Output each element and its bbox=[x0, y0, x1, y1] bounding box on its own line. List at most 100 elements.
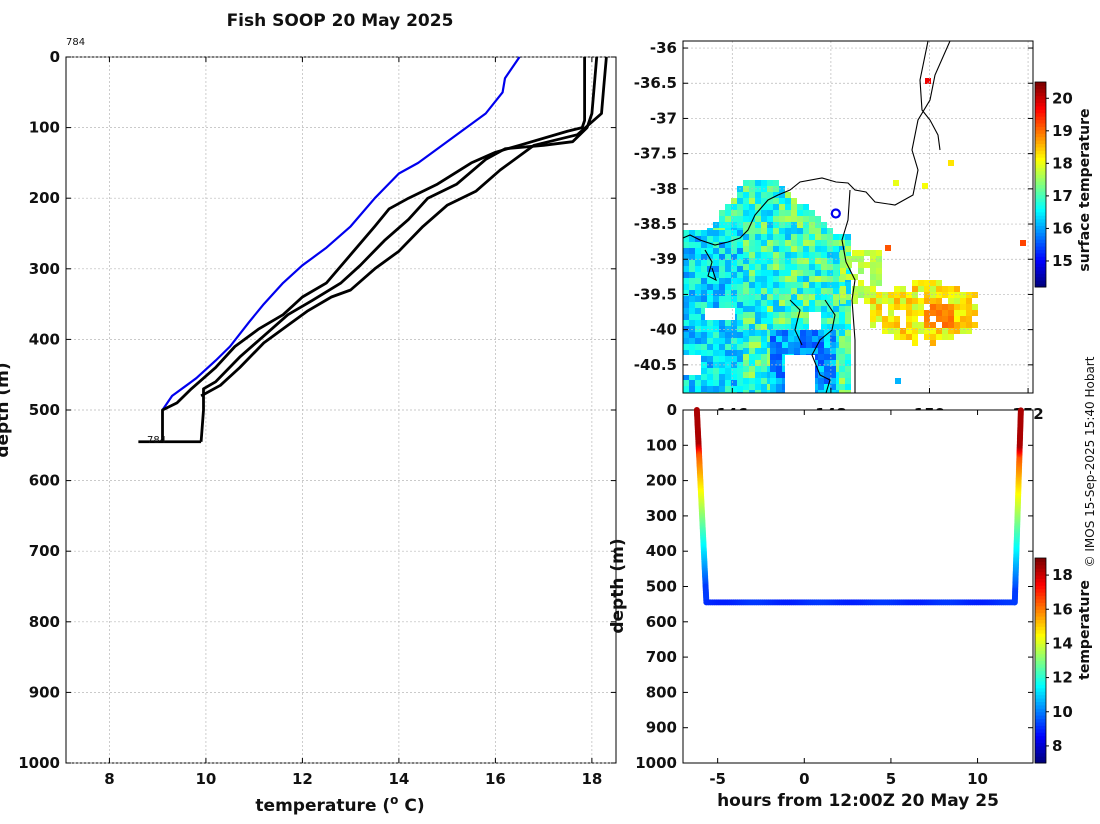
map-colorbar-segment bbox=[1035, 181, 1046, 185]
sst-cell bbox=[755, 318, 761, 324]
time-depth-colorbar-segment bbox=[1035, 742, 1046, 747]
sst-cell bbox=[707, 374, 713, 380]
sst-cell bbox=[695, 308, 701, 314]
sst-cell bbox=[876, 292, 882, 298]
time-depth-colorbar-tick-label: 14 bbox=[1052, 634, 1073, 652]
sst-cell bbox=[840, 274, 846, 280]
time-depth-colorbar-segment bbox=[1035, 585, 1046, 590]
sst-cell bbox=[785, 246, 791, 252]
sst-cell bbox=[948, 286, 954, 292]
profile-series-profile-a bbox=[161, 57, 586, 442]
sst-cell bbox=[821, 306, 827, 312]
sst-cell bbox=[761, 192, 767, 198]
sst-cell bbox=[743, 324, 749, 330]
sst-cell bbox=[743, 384, 749, 390]
sst-cell bbox=[791, 264, 797, 270]
sst-cell bbox=[689, 296, 695, 302]
sst-cell bbox=[683, 266, 689, 272]
sst-cell bbox=[761, 282, 767, 288]
sst-cell bbox=[779, 276, 785, 282]
sst-cell bbox=[749, 258, 755, 264]
sst-cell bbox=[719, 254, 725, 260]
sst-cell bbox=[770, 354, 776, 360]
sst-cell bbox=[797, 240, 803, 246]
sst-cell bbox=[776, 378, 782, 384]
sst-cell bbox=[870, 310, 876, 316]
sst-cell bbox=[707, 326, 713, 332]
sst-cell bbox=[731, 278, 737, 284]
sst-cell bbox=[779, 192, 785, 198]
sst-cell bbox=[870, 280, 876, 286]
time-depth-colorbar-segment bbox=[1035, 718, 1046, 723]
sst-cell bbox=[761, 378, 767, 384]
sst-cell bbox=[695, 338, 701, 344]
sst-cell bbox=[719, 222, 725, 228]
sst-cell bbox=[743, 342, 749, 348]
sst-cell bbox=[761, 246, 767, 252]
sst-cell bbox=[713, 302, 719, 308]
sst-cell bbox=[797, 294, 803, 300]
coastline-segment bbox=[789, 299, 803, 346]
sst-cell bbox=[948, 334, 954, 340]
sst-cell bbox=[791, 198, 797, 204]
profile-axes-frame bbox=[65, 56, 617, 764]
sst-cell bbox=[779, 222, 785, 228]
sst-cell bbox=[707, 272, 713, 278]
sst-cell bbox=[845, 318, 851, 324]
time-depth-xtick-label: 10 bbox=[967, 770, 988, 788]
time-depth-ytick-label: 800 bbox=[646, 683, 677, 701]
sst-cell bbox=[815, 306, 821, 312]
sst-cell bbox=[719, 302, 725, 308]
map-colorbar-segment bbox=[1035, 273, 1046, 278]
sst-cell bbox=[966, 298, 972, 304]
map-lat-label: -37 bbox=[650, 109, 677, 127]
sst-cell bbox=[743, 186, 749, 192]
sst-cell bbox=[894, 316, 900, 322]
sst-cell bbox=[924, 328, 930, 334]
sst-cell bbox=[954, 292, 960, 298]
sst-cell bbox=[773, 192, 779, 198]
sst-cell bbox=[761, 264, 767, 270]
sst-cell bbox=[749, 228, 755, 234]
sst-cell bbox=[689, 254, 695, 260]
sst-cell bbox=[815, 240, 821, 246]
sst-cell bbox=[821, 300, 827, 306]
sst-cell bbox=[755, 366, 761, 372]
sst-cell bbox=[895, 378, 901, 384]
sst-cell bbox=[840, 250, 846, 256]
sst-cell bbox=[924, 310, 930, 316]
sst-cell bbox=[767, 234, 773, 240]
sst-cell bbox=[809, 216, 815, 222]
sst-cell bbox=[725, 368, 731, 374]
sst-cell bbox=[960, 328, 966, 334]
sst-cell bbox=[731, 368, 737, 374]
sst-cell bbox=[858, 280, 864, 286]
map-colorbar-segment bbox=[1035, 146, 1046, 151]
sst-cell bbox=[719, 338, 725, 344]
map-colorbar-segment bbox=[1035, 102, 1046, 107]
sst-cell bbox=[773, 246, 779, 252]
time-depth-ytick-label: 100 bbox=[646, 436, 677, 454]
sst-cell bbox=[749, 330, 755, 336]
profile-ytick-label: 600 bbox=[29, 472, 60, 490]
sst-cell bbox=[749, 372, 755, 378]
sst-cell bbox=[812, 348, 818, 354]
sst-cell bbox=[779, 270, 785, 276]
sst-cell bbox=[815, 246, 821, 252]
sst-cell bbox=[852, 292, 858, 298]
sst-cell bbox=[743, 390, 749, 393]
sst-cell bbox=[695, 254, 701, 260]
sst-cell bbox=[743, 258, 749, 264]
sst-cell bbox=[906, 322, 912, 328]
sst-cell bbox=[755, 354, 761, 360]
sst-cell bbox=[773, 252, 779, 258]
profile-xtick-label: 12 bbox=[292, 770, 313, 788]
sst-cell bbox=[960, 298, 966, 304]
time-depth-colorbar-label: temperature bbox=[1077, 580, 1093, 680]
sst-cell bbox=[864, 298, 870, 304]
time-depth-colorbar-segment bbox=[1035, 732, 1046, 737]
sst-cell bbox=[924, 286, 930, 292]
time-depth-colorbar-segment bbox=[1035, 752, 1046, 757]
sst-cell bbox=[809, 264, 815, 270]
